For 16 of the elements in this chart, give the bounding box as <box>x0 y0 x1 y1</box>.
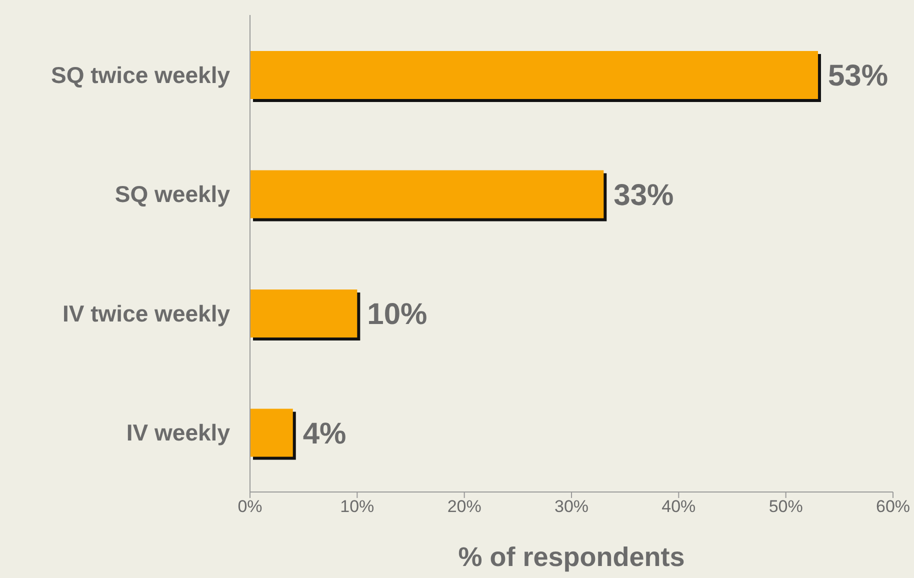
data-label: 33% <box>614 178 674 212</box>
y-tick-label: IV twice weekly <box>62 300 230 326</box>
data-label: 10% <box>367 298 428 331</box>
x-axis-title: % of respondents <box>458 542 685 572</box>
x-tick-label: 50% <box>768 497 803 516</box>
x-tick-label: 60% <box>876 497 910 516</box>
data-label: 53% <box>828 60 888 92</box>
x-tick-label: 40% <box>662 497 696 516</box>
y-tick-label: SQ weekly <box>114 181 230 208</box>
x-tick-label: 30% <box>554 497 589 516</box>
y-tick-label: SQ twice weekly <box>51 62 230 88</box>
x-tick-label: 20% <box>447 497 482 516</box>
data-label: 4% <box>302 417 346 450</box>
x-tick-label: 10% <box>340 497 374 516</box>
x-tick-label: 0% <box>238 497 262 516</box>
y-tick-label: IV weekly <box>126 420 230 446</box>
